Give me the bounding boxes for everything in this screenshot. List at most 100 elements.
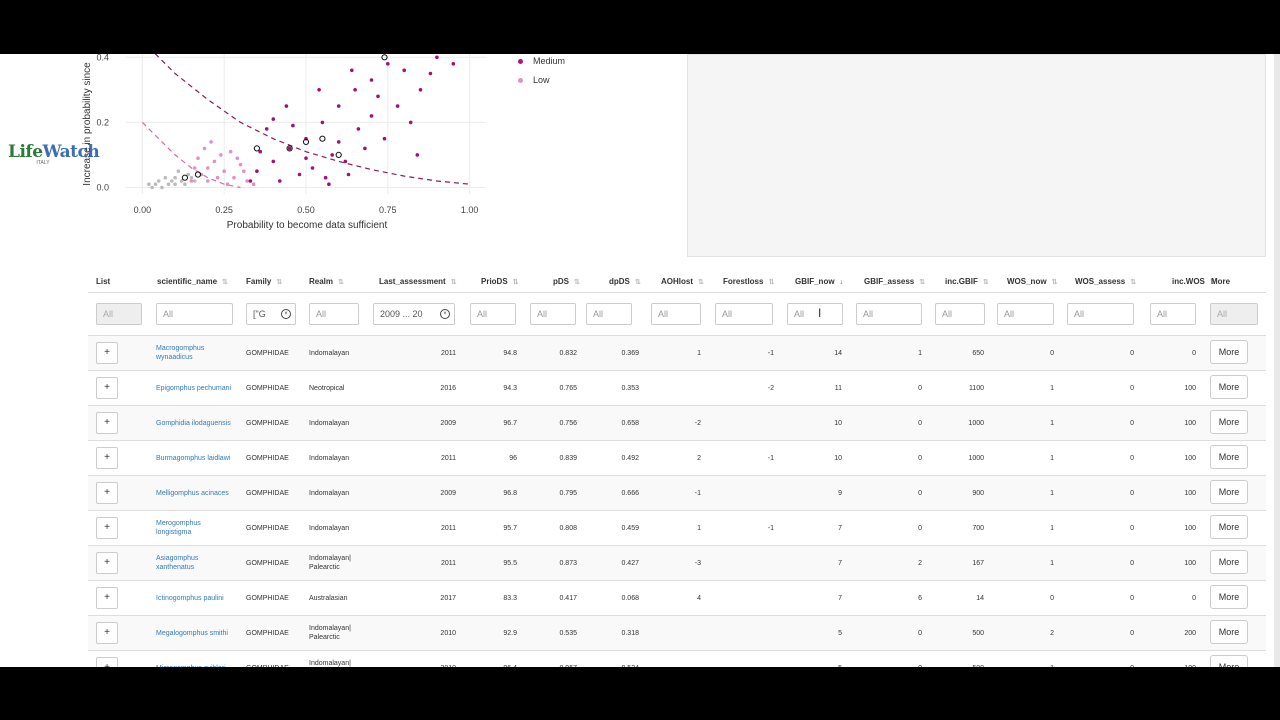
filter-input-wos-assess[interactable]: All bbox=[1067, 303, 1134, 325]
column-header-wos-now[interactable]: WOS_now ⇅ bbox=[1007, 272, 1057, 292]
species-link[interactable]: Ictinogomphus paulini bbox=[156, 594, 224, 602]
add-to-list-button[interactable]: + bbox=[96, 412, 118, 434]
column-header-last-assessment[interactable]: Last_assessment ⇅ bbox=[379, 272, 457, 292]
more-button[interactable]: More bbox=[1210, 375, 1248, 399]
page-scrollbar[interactable] bbox=[1274, 54, 1280, 667]
column-header-gbif-assess[interactable]: GBIF_assess ⇅ bbox=[864, 272, 925, 292]
add-to-list-button[interactable]: + bbox=[96, 377, 118, 399]
column-header-family[interactable]: Family ⇅ bbox=[246, 272, 282, 292]
data-point bbox=[242, 169, 246, 173]
filter-input-priods[interactable]: All bbox=[470, 303, 516, 325]
cell-wos-assess: 0 bbox=[1068, 371, 1134, 405]
cell-name[interactable]: Ictinogomphus paulini bbox=[156, 581, 238, 615]
filter-input-family[interactable]: ["G × bbox=[246, 303, 296, 325]
more-button[interactable]: More bbox=[1210, 550, 1248, 574]
cell-value: 0.524 bbox=[621, 664, 639, 668]
cell-gbif-now: 10 bbox=[778, 406, 842, 440]
species-link[interactable]: Asiagomphus xanthenatus bbox=[156, 555, 199, 571]
cell-forest bbox=[713, 581, 774, 615]
data-point bbox=[271, 159, 276, 164]
filter-input-gbif-assess[interactable]: All bbox=[856, 303, 922, 325]
cell-name[interactable]: Melligomphus acinaces bbox=[156, 476, 238, 510]
more-button[interactable]: More bbox=[1210, 480, 1248, 504]
column-header-list[interactable]: List bbox=[96, 272, 110, 292]
cell-prio: 92.9 bbox=[458, 616, 517, 650]
column-header-inc-gbif[interactable]: inc.GBIF ⇅ bbox=[945, 272, 989, 292]
column-header-scientific-name[interactable]: scientific_name ⇅ bbox=[157, 272, 228, 292]
column-header-dpds[interactable]: dpDS ⇅ bbox=[609, 272, 641, 292]
filter-input-forestloss[interactable]: All bbox=[715, 303, 773, 325]
filter-input-scientific-name[interactable]: All bbox=[156, 303, 233, 325]
more-button[interactable]: More bbox=[1210, 585, 1248, 609]
column-header-realm[interactable]: Realm ⇅ bbox=[309, 272, 344, 292]
filter-value: All bbox=[794, 309, 805, 319]
clear-filter-icon[interactable]: × bbox=[281, 309, 291, 319]
species-link[interactable]: Burmagomphus laidlawi bbox=[156, 454, 231, 462]
column-header-gbif-now[interactable]: GBIF_now ↓ bbox=[795, 272, 843, 292]
y-tick-label: 0.0 bbox=[96, 182, 109, 192]
data-point bbox=[179, 179, 184, 183]
cell-name[interactable]: Asiagomphus xanthenatus bbox=[156, 546, 238, 580]
column-header-pds[interactable]: pDS ⇅ bbox=[553, 272, 580, 292]
cell-name[interactable]: Merogomphus longistigma bbox=[156, 511, 238, 545]
filter-input-inc-gbif[interactable]: All bbox=[935, 303, 985, 325]
filter-input-dpds[interactable]: All bbox=[586, 303, 632, 325]
species-link[interactable]: Megalogomphus smithi bbox=[156, 629, 228, 637]
add-to-list-button[interactable]: + bbox=[96, 587, 118, 609]
more-button[interactable]: More bbox=[1210, 655, 1248, 667]
cell-name[interactable]: Megalogomphus smithi bbox=[156, 616, 238, 650]
data-point bbox=[209, 140, 213, 144]
column-header-forestloss[interactable]: Forestloss ⇅ bbox=[723, 272, 774, 292]
add-to-list-button[interactable]: + bbox=[96, 447, 118, 469]
add-to-list-button[interactable]: + bbox=[96, 342, 118, 364]
cell-gbif-now: 11 bbox=[778, 371, 842, 405]
column-header-priods[interactable]: PrioDS ⇅ bbox=[481, 272, 519, 292]
column-header-wos-assess[interactable]: WOS_assess ⇅ bbox=[1075, 272, 1136, 292]
add-to-list-button[interactable]: + bbox=[96, 657, 118, 667]
species-link[interactable]: Melligomphus acinaces bbox=[156, 489, 229, 497]
data-point bbox=[320, 120, 325, 125]
add-to-list-button[interactable]: + bbox=[96, 552, 118, 574]
column-header-inc-wos[interactable]: inc.WOS ⇅ bbox=[1172, 272, 1216, 292]
more-button[interactable]: More bbox=[1210, 410, 1248, 434]
more-button[interactable]: More bbox=[1210, 445, 1248, 469]
filter-input-gbif-now[interactable]: All bbox=[787, 303, 843, 325]
filter-value: ["G bbox=[253, 309, 266, 319]
cell-value: 2011 bbox=[440, 524, 456, 532]
cell-value: 650 bbox=[972, 349, 984, 357]
add-to-list-button[interactable]: + bbox=[96, 517, 118, 539]
cell-name[interactable]: Gomphidia ilodaguensis bbox=[156, 406, 238, 440]
species-link[interactable]: Merogomphus longistigma bbox=[156, 520, 201, 536]
add-to-list-button[interactable]: + bbox=[96, 482, 118, 504]
filter-input-aohlost[interactable]: All bbox=[651, 303, 701, 325]
filter-input-last-assessment[interactable]: 2009 ... 20 × bbox=[373, 303, 455, 325]
cell-value: 900 bbox=[972, 489, 984, 497]
column-header-more[interactable]: More bbox=[1211, 272, 1230, 292]
cell-name[interactable]: Macrogomphus wynaadicus bbox=[156, 336, 238, 370]
cell-family: GOMPHIDAE bbox=[246, 651, 306, 668]
filter-input-inc-wos[interactable]: All bbox=[1150, 303, 1196, 325]
column-header-label: Realm bbox=[309, 277, 334, 286]
species-link[interactable]: Macrogomphus wynaadicus bbox=[156, 345, 205, 361]
filter-input-pds[interactable]: All bbox=[530, 303, 576, 325]
cell-name[interactable]: Burmagomphus laidlawi bbox=[156, 441, 238, 475]
clear-filter-icon[interactable]: × bbox=[440, 309, 450, 319]
more-button[interactable]: More bbox=[1210, 515, 1248, 539]
species-link[interactable]: Epigomphus pechumani bbox=[156, 384, 232, 392]
species-link[interactable]: Gomphidia ilodaguensis bbox=[156, 419, 231, 427]
column-header-label: Family bbox=[246, 277, 272, 286]
highlighted-point bbox=[253, 145, 260, 152]
cell-gbif-assess: 6 bbox=[858, 581, 922, 615]
filter-input-realm[interactable]: All bbox=[309, 303, 359, 325]
column-header-aohlost[interactable]: AOHlost ⇅ bbox=[661, 272, 704, 292]
filter-input-wos-now[interactable]: All bbox=[997, 303, 1054, 325]
more-button[interactable]: More bbox=[1210, 340, 1248, 364]
cell-name[interactable]: Microgomphus svihleri bbox=[156, 651, 238, 668]
species-link[interactable]: Microgomphus svihleri bbox=[156, 664, 226, 668]
cell-forest: -1 bbox=[713, 441, 774, 475]
cell-gbif-now: 7 bbox=[778, 581, 842, 615]
cell-name[interactable]: Epigomphus pechumani bbox=[156, 371, 238, 405]
add-to-list-button[interactable]: + bbox=[96, 622, 118, 644]
more-button[interactable]: More bbox=[1210, 620, 1248, 644]
cell-value: 1 bbox=[1050, 559, 1054, 567]
